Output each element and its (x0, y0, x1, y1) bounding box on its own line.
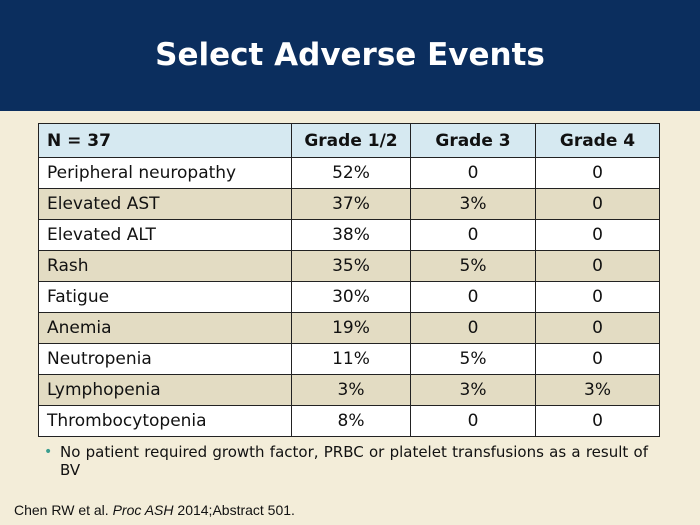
table-row: Fatigue 30% 0 0 (38, 281, 660, 313)
grade-1-2-cell: 3% (291, 374, 411, 406)
grade-1-2-cell: 8% (291, 405, 411, 437)
grade-1-2-cell: 37% (291, 188, 411, 220)
grade-4-cell: 0 (535, 188, 660, 220)
citation: Chen RW et al. Proc ASH 2014;Abstract 50… (14, 502, 295, 518)
citation-authors: Chen RW et al. (14, 502, 113, 518)
event-name-cell: Thrombocytopenia (38, 405, 292, 437)
event-name-cell: Peripheral neuropathy (38, 157, 292, 189)
grade-3-cell: 5% (410, 343, 536, 375)
grade-4-cell: 0 (535, 281, 660, 313)
grade-1-2-cell: 19% (291, 312, 411, 344)
event-name-cell: Neutropenia (38, 343, 292, 375)
grade-3-cell: 0 (410, 405, 536, 437)
table-row: Peripheral neuropathy 52% 0 0 (38, 157, 660, 189)
grade-4-cell: 0 (535, 250, 660, 282)
event-name-cell: Anemia (38, 312, 292, 344)
citation-details: 2014;Abstract 501. (173, 502, 295, 518)
header-cell-n: N = 37 (38, 123, 292, 158)
grade-3-cell: 0 (410, 281, 536, 313)
table-row: Elevated AST 37% 3% 0 (38, 188, 660, 220)
header-cell-grade-4: Grade 4 (535, 123, 660, 158)
bullet-icon: • (44, 444, 53, 460)
grade-1-2-cell: 38% (291, 219, 411, 251)
table-row: Lymphopenia 3% 3% 3% (38, 374, 660, 406)
grade-4-cell: 0 (535, 219, 660, 251)
event-name-cell: Fatigue (38, 281, 292, 313)
table-row: Rash 35% 5% 0 (38, 250, 660, 282)
grade-3-cell: 5% (410, 250, 536, 282)
table-header-row: N = 37 Grade 1/2 Grade 3 Grade 4 (38, 123, 660, 158)
grade-3-cell: 3% (410, 374, 536, 406)
event-name-cell: Rash (38, 250, 292, 282)
citation-journal: Proc ASH (112, 502, 174, 518)
grade-4-cell: 0 (535, 343, 660, 375)
grade-4-cell: 3% (535, 374, 660, 406)
grade-4-cell: 0 (535, 405, 660, 437)
event-name-cell: Elevated AST (38, 188, 292, 220)
grade-3-cell: 3% (410, 188, 536, 220)
header-cell-grade-1-2: Grade 1/2 (291, 123, 411, 158)
table-row: Neutropenia 11% 5% 0 (38, 343, 660, 375)
grade-1-2-cell: 11% (291, 343, 411, 375)
adverse-events-table: N = 37 Grade 1/2 Grade 3 Grade 4 Periphe… (38, 123, 660, 437)
table-row: Thrombocytopenia 8% 0 0 (38, 405, 660, 437)
grade-1-2-cell: 52% (291, 157, 411, 189)
grade-1-2-cell: 30% (291, 281, 411, 313)
table-row: Anemia 19% 0 0 (38, 312, 660, 344)
slide-title: Select Adverse Events (155, 36, 545, 73)
footnote-text: No patient required growth factor, PRBC … (60, 443, 648, 479)
table-row: Elevated ALT 38% 0 0 (38, 219, 660, 251)
event-name-cell: Lymphopenia (38, 374, 292, 406)
header-cell-grade-3: Grade 3 (410, 123, 536, 158)
grade-3-cell: 0 (410, 219, 536, 251)
grade-3-cell: 0 (410, 157, 536, 189)
event-name-cell: Elevated ALT (38, 219, 292, 251)
footnote-bullet: • No patient required growth factor, PRB… (44, 443, 648, 479)
title-bar: Select Adverse Events (0, 0, 700, 111)
grade-4-cell: 0 (535, 312, 660, 344)
grade-4-cell: 0 (535, 157, 660, 189)
grade-3-cell: 0 (410, 312, 536, 344)
grade-1-2-cell: 35% (291, 250, 411, 282)
